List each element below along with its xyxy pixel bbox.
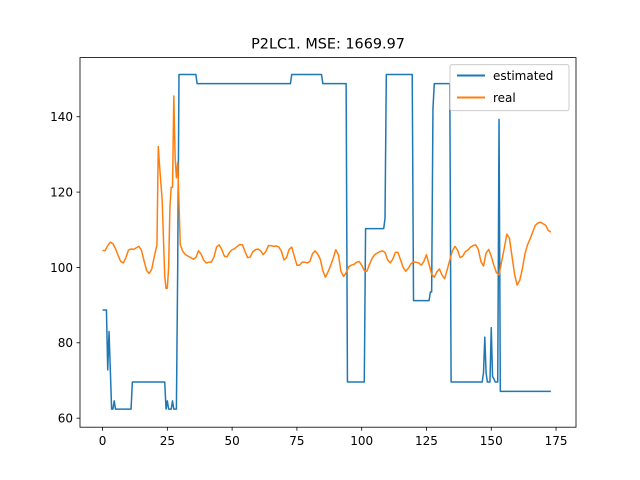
chart-title: P2LC1. MSE: 1669.97 xyxy=(251,37,405,53)
x-tick-label: 25 xyxy=(160,434,175,448)
x-tick-label: 100 xyxy=(350,434,373,448)
y-tick-label: 80 xyxy=(58,336,73,350)
legend-label-estimated: estimated xyxy=(493,69,553,83)
y-tick-label: 60 xyxy=(58,411,73,425)
x-tick-label: 75 xyxy=(289,434,304,448)
y-axis: 60 80 100 120 140 xyxy=(50,110,80,425)
plot-frame xyxy=(79,57,577,428)
x-tick-label: 0 xyxy=(99,434,107,448)
x-axis: 0 25 50 75 100 125 150 175 xyxy=(99,427,568,448)
legend: estimated real xyxy=(449,64,570,112)
x-tick-label: 150 xyxy=(480,434,503,448)
series-line-real xyxy=(102,95,552,290)
x-tick-label: 175 xyxy=(545,434,568,448)
series-line-estimated xyxy=(102,73,551,410)
y-tick-label: 120 xyxy=(50,185,73,199)
plot-area xyxy=(80,57,576,428)
series-layer xyxy=(102,73,552,410)
x-tick-label: 125 xyxy=(415,434,438,448)
legend-label-real: real xyxy=(493,91,516,105)
y-tick-label: 140 xyxy=(50,110,73,124)
y-tick-label: 100 xyxy=(50,261,73,275)
x-tick-label: 50 xyxy=(224,434,239,448)
